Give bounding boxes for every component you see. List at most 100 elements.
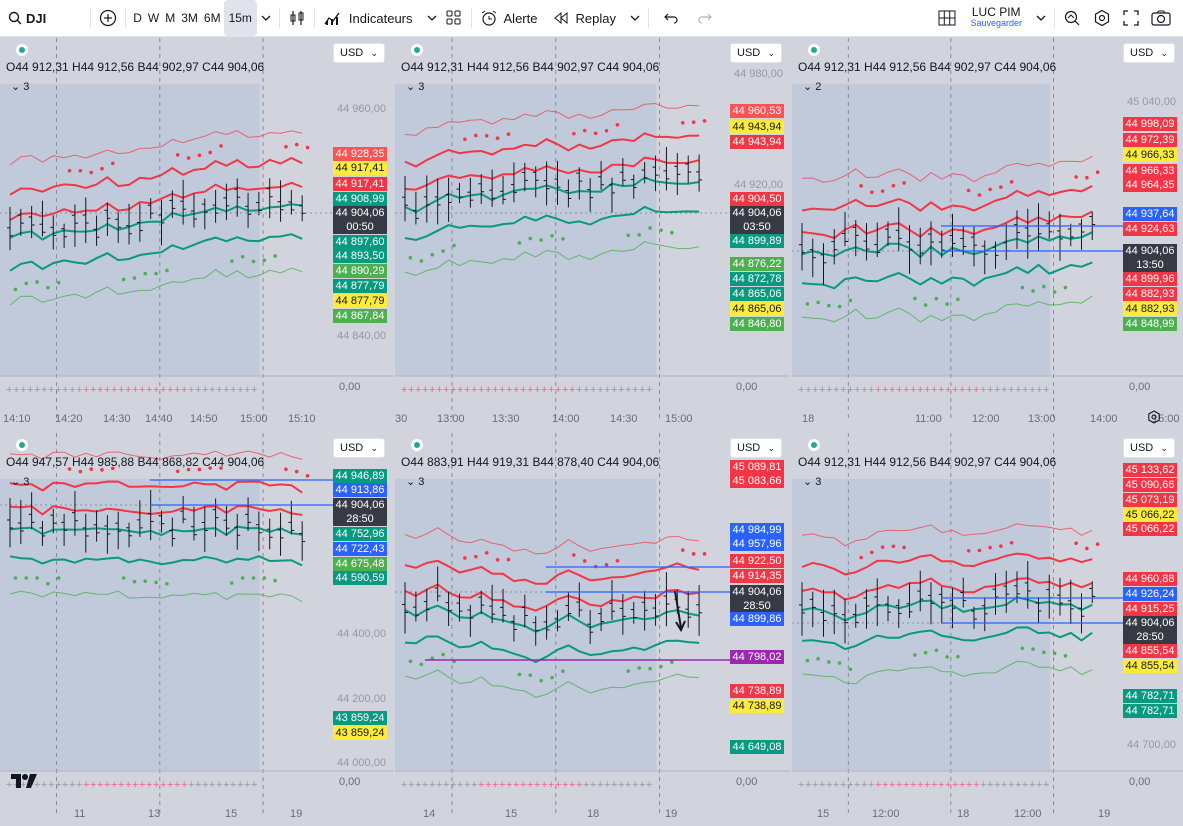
alert-button[interactable]: Alerte xyxy=(476,4,542,32)
tradingview-logo-icon[interactable] xyxy=(10,773,38,794)
price-value: 45 066,22 xyxy=(1125,523,1175,535)
sar-dot xyxy=(284,144,288,149)
chart-canvas[interactable]: ++++++++++++++++++++++++++++++++++++ xyxy=(395,38,790,431)
sar-dot xyxy=(1009,180,1014,184)
sar-dot xyxy=(67,467,72,471)
indicator-marker: + xyxy=(55,779,61,791)
sar-dot xyxy=(913,296,917,301)
interval-m[interactable]: M xyxy=(165,11,176,25)
sar-dot xyxy=(219,144,223,148)
indicator-marker: + xyxy=(1043,384,1049,396)
indicator-marker: + xyxy=(244,384,250,396)
chart-canvas[interactable]: ++++++++++++++++++++++++++++++++++++ xyxy=(0,38,393,431)
indicator-count[interactable]: ⌄ 3 xyxy=(406,80,424,93)
indicator-marker: + xyxy=(861,779,867,791)
sar-dot xyxy=(934,648,939,653)
currency-select[interactable]: USD ⌄ xyxy=(1123,43,1175,63)
indicator-marker: + xyxy=(541,384,547,396)
last-price-label: 44 904,06 13:50 xyxy=(1123,244,1177,272)
quick-search-button[interactable] xyxy=(1059,4,1085,32)
chart-panel-2[interactable]: + + + + + + + + + + + + + + + + + + + + + + + + + + + + + + + + + + + + O44 … xyxy=(395,38,790,431)
chart-panel-4[interactable]: ++++++++++++++++++++++++++++++++++++O44 … xyxy=(0,433,393,826)
lower-outer-band xyxy=(801,295,1093,323)
interval-w[interactable]: W xyxy=(147,11,160,25)
indicator-marker: + xyxy=(153,384,159,396)
settings-button[interactable] xyxy=(1089,4,1115,32)
chart-canvas[interactable]: ++++++++++++++++++++++++++++++++++++ xyxy=(792,433,1183,826)
indicator-marker: + xyxy=(1036,384,1042,396)
time-axis-label: 13 xyxy=(148,808,161,820)
sar-dot xyxy=(273,254,277,258)
sar-dot xyxy=(945,302,949,306)
oscillator-zero-label: 0,00 xyxy=(1129,776,1151,788)
chart-panel-5[interactable]: + + + + + + + + + + + + + + + + + + + + + + + + + + + + + + + + + + + + O44 … xyxy=(395,433,790,826)
snapshot-button[interactable] xyxy=(1147,4,1175,32)
chart-panel-3[interactable]: + + + + + + + + + + + + + + + + + + + + + + + + + + + + + + + + + + + + O44 … xyxy=(792,38,1183,431)
indicator-marker: + xyxy=(583,779,589,791)
chart-panel-1[interactable]: + + + + + + + + + + + + + + + + + + + + + + + + + + + + + + + + + + + + O44 … xyxy=(0,38,393,431)
bar-style-button[interactable] xyxy=(284,4,310,32)
chevron-down-icon xyxy=(427,15,437,21)
sar-dot xyxy=(805,302,810,306)
price-label: 44 913,86 xyxy=(333,483,387,497)
redo-button[interactable] xyxy=(693,4,717,32)
time-axis-label: 18 xyxy=(587,808,600,820)
currency-select[interactable]: USD ⌄ xyxy=(730,43,782,63)
currency-select[interactable]: USD ⌄ xyxy=(333,43,385,63)
interval-dropdown[interactable] xyxy=(257,4,275,32)
symbol-search[interactable]: DJI xyxy=(4,4,50,32)
indicator-count[interactable]: ⌄ 3 xyxy=(11,475,29,488)
price-label: 44 937,64 xyxy=(1123,207,1177,221)
chart-canvas[interactable]: ++++++++++++++++++++++++++++++++++++ xyxy=(395,433,790,826)
sar-dot xyxy=(132,276,137,280)
compare-button[interactable] xyxy=(95,4,121,32)
indicator-count[interactable]: ⌄ 3 xyxy=(11,80,29,93)
account-dropdown[interactable] xyxy=(1032,4,1050,32)
replay-button[interactable]: Replay xyxy=(549,4,643,32)
alarm-clock-icon xyxy=(480,9,498,27)
interval-15m[interactable]: 15m xyxy=(223,0,257,36)
ohlc-legend: O44 912,31 H44 912,56 B44 902,97 C44 904… xyxy=(401,60,659,93)
indicator-marker: + xyxy=(875,384,881,396)
indicator-marker: + xyxy=(97,779,103,791)
fullscreen-button[interactable] xyxy=(1119,4,1143,32)
indicator-count[interactable]: ⌄ 3 xyxy=(406,475,424,488)
interval-d[interactable]: D xyxy=(133,11,142,25)
indicator-marker: + xyxy=(555,384,561,396)
chart-panel-6[interactable]: + + + + + + + + + + + + + + + + + + + + + + + + + + + + + + + + + + + + O44 … xyxy=(792,433,1183,826)
indicator-marker: + xyxy=(139,384,145,396)
currency-select[interactable]: USD ⌄ xyxy=(730,438,782,458)
templates-button[interactable] xyxy=(441,4,467,32)
indicator-marker: + xyxy=(534,779,540,791)
layout-button[interactable] xyxy=(934,4,960,32)
sar-dot xyxy=(230,581,234,585)
account-menu[interactable]: LUC PIM Sauvegarder xyxy=(966,4,1026,32)
price-label: 44 972,39 xyxy=(1123,133,1177,147)
currency-value: USD xyxy=(340,47,364,59)
indicators-button[interactable]: Indicateurs xyxy=(319,4,441,32)
price-value: 44 893,50 xyxy=(335,250,385,262)
sar-dot xyxy=(111,466,115,471)
sar-dot xyxy=(880,189,885,193)
indicator-marker: + xyxy=(973,779,979,791)
sar-dot xyxy=(262,576,267,580)
chart-grid: + + + + + + + + + + + + + + + + + + + + + + + + + + + + + + + + + + + + O44 … xyxy=(0,38,1183,826)
interval-3m[interactable]: 3M xyxy=(181,11,198,25)
currency-select[interactable]: USD ⌄ xyxy=(333,438,385,458)
sar-dot xyxy=(484,550,489,555)
chart-canvas[interactable]: ++++++++++++++++++++++++++++++++++++ xyxy=(792,38,1183,431)
chart-canvas[interactable]: ++++++++++++++++++++++++++++++++++++ xyxy=(0,433,393,826)
indicator-count[interactable]: ⌄ 3 xyxy=(803,475,821,488)
indicator-marker: + xyxy=(195,779,201,791)
price-label: 45 073,19 xyxy=(1123,493,1177,507)
chart-settings-icon[interactable] xyxy=(1147,410,1161,427)
indicator-marker: + xyxy=(146,384,152,396)
price-value: 45 073,19 xyxy=(1125,494,1175,506)
currency-select[interactable]: USD ⌄ xyxy=(1123,438,1175,458)
price-value: 44 782,71 xyxy=(1125,690,1175,702)
time-axis-label: 14 xyxy=(423,808,436,820)
indicator-count[interactable]: ⌄ 2 xyxy=(803,80,821,93)
arrow-drawing xyxy=(674,590,686,633)
interval-6m[interactable]: 6M xyxy=(203,11,221,25)
undo-button[interactable] xyxy=(659,4,683,32)
